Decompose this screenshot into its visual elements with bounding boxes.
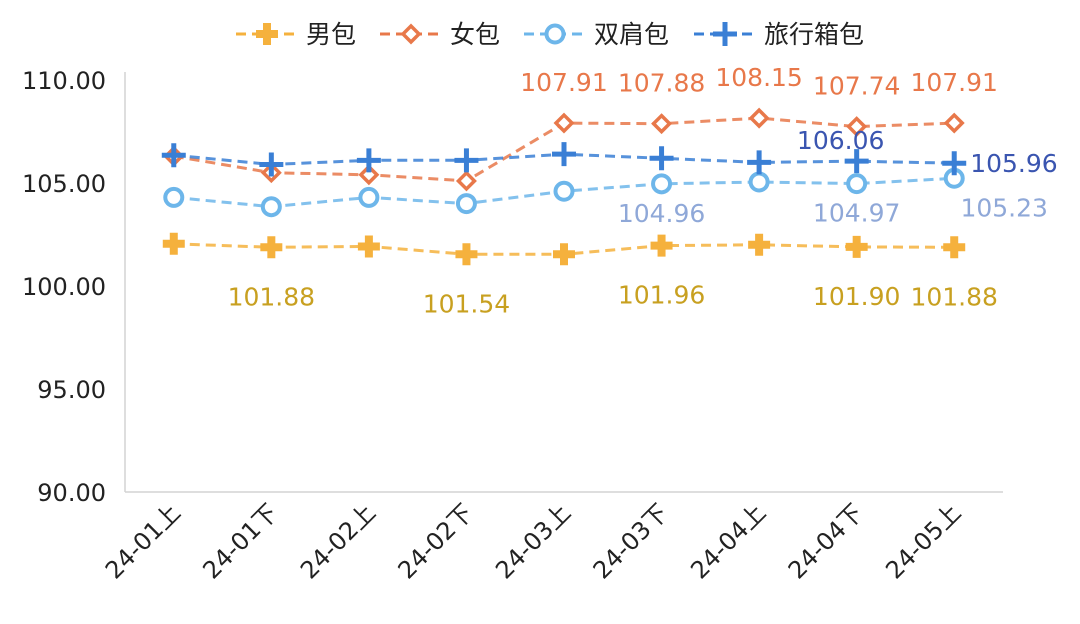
data-label: 101.54 (423, 289, 510, 318)
legend-marker (256, 23, 278, 45)
data-point (651, 173, 673, 195)
y-tick-label: 105.00 (22, 170, 106, 198)
data-point (650, 234, 673, 257)
data-point (846, 116, 868, 138)
data-point (748, 233, 771, 256)
x-tick-label: 24-05上 (880, 498, 966, 584)
data-point (163, 186, 185, 208)
legend-item-4: 旅行箱包 (694, 20, 864, 49)
data-label: 104.96 (618, 199, 705, 228)
data-label: 101.96 (618, 281, 705, 310)
data-labels: 101.88 101.54 101.96 101.90 101.88 107.91 107.… (228, 63, 1058, 318)
data-point (356, 148, 381, 173)
legend-marker (400, 23, 422, 45)
data-point (161, 143, 186, 168)
legend-label: 旅行箱包 (764, 20, 864, 49)
legend: 男包 女包 双肩包 旅行箱包 (236, 20, 864, 49)
y-tick-label: 95.00 (37, 376, 106, 404)
legend-label: 双肩包 (594, 20, 669, 49)
data-label: 107.88 (618, 69, 705, 98)
x-tick-label: 24-02下 (393, 498, 479, 584)
legend-label: 男包 (306, 20, 356, 49)
data-point (454, 148, 479, 173)
legend-item-2: 女包 (380, 20, 500, 49)
x-tick-label: 24-04下 (783, 498, 869, 584)
x-tick-label: 24-01上 (100, 498, 186, 584)
data-point (845, 235, 868, 258)
data-point (553, 112, 575, 134)
data-point (649, 146, 674, 171)
data-point (943, 236, 966, 259)
series-1 (162, 232, 966, 266)
data-point (455, 193, 477, 215)
legend-marker (713, 22, 737, 46)
x-tick-label: 24-03上 (490, 498, 576, 584)
y-tick-label: 110.00 (22, 67, 106, 95)
data-point (357, 235, 380, 258)
data-point (943, 112, 965, 134)
legend-item-3: 双肩包 (524, 20, 669, 49)
data-point (748, 107, 770, 129)
data-label: 104.97 (813, 199, 900, 228)
y-tick-label: 90.00 (37, 479, 106, 507)
data-point (260, 236, 283, 259)
data-point (553, 243, 575, 266)
data-label: 107.91 (910, 68, 997, 97)
x-tick-label: 24-02上 (295, 498, 381, 584)
data-point (942, 151, 967, 176)
data-label: 101.88 (910, 282, 997, 311)
y-tick-label: 100.00 (22, 273, 106, 301)
data-point (553, 180, 575, 202)
data-label: 106.06 (797, 126, 884, 155)
data-label: 105.23 (960, 193, 1047, 222)
data-label: 101.90 (813, 282, 900, 311)
legend-label: 女包 (450, 20, 500, 49)
data-point (651, 113, 673, 135)
data-point (358, 164, 380, 186)
legend-item-1: 男包 (236, 20, 356, 49)
x-tick-label: 24-01下 (197, 498, 283, 584)
x-tick-label: 24-03下 (588, 498, 674, 584)
data-label: 108.15 (715, 63, 802, 92)
data-point (748, 171, 770, 193)
data-point (259, 152, 284, 177)
data-point (358, 186, 380, 208)
data-point (846, 173, 868, 195)
data-label: 107.74 (813, 72, 900, 101)
data-point (455, 243, 478, 266)
data-point (260, 196, 282, 218)
data-label: 107.91 (520, 68, 607, 97)
x-tick-label: 24-04上 (685, 498, 771, 584)
data-label: 101.88 (228, 282, 315, 311)
data-point (455, 170, 477, 192)
data-point (162, 232, 185, 255)
series-4 (161, 142, 967, 177)
data-label: 105.96 (970, 149, 1057, 178)
legend-marker (544, 23, 566, 45)
data-point (552, 142, 576, 167)
data-point (844, 149, 869, 174)
data-point (747, 150, 772, 175)
series-lines (161, 107, 967, 266)
